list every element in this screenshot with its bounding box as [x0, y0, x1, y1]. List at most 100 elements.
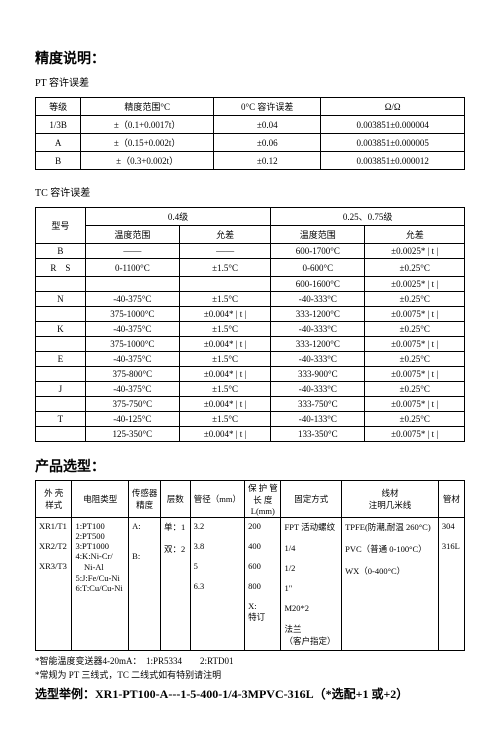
t3-cell: XR1/T1 XR2/T2 XR3/T3 [36, 518, 72, 651]
cell: 0-1100°C [85, 259, 179, 277]
cell: ±1.5°C [179, 292, 270, 307]
cell: —— [179, 244, 270, 259]
t1-h2: 0°C 容许误差 [214, 98, 321, 116]
cell: ±0.004* | t | [179, 307, 270, 322]
cell: -40-333°C [271, 382, 365, 397]
cell: ±1.5°C [179, 352, 270, 367]
cell: ±（0.3+0.002t） [81, 152, 214, 170]
cell [36, 277, 86, 292]
cell: 375-1000°C [85, 307, 179, 322]
note1: *智能温度变送器4-20mA： 1:PR5334 2:RTD01 [35, 655, 465, 669]
cell: ±0.0075* | t | [365, 307, 465, 322]
note2: *常规为 PT 三线式，TC 二线式如有特别请注明 [35, 669, 465, 683]
t3-cell: A: B: [129, 518, 161, 651]
cell: -40-333°C [271, 352, 365, 367]
cell: 0.003851±0.000012 [321, 152, 465, 170]
cell: 600-1700°C [271, 244, 365, 259]
cell: 333-900°C [271, 367, 365, 382]
cell: ±0.0025* | t | [365, 277, 465, 292]
pt-tolerance-label: PT 容许误差 [35, 74, 465, 89]
cell: 333-1200°C [271, 337, 365, 352]
cell: ±（0.15+0.002t） [81, 134, 214, 152]
cell: ±0.0075* | t | [365, 337, 465, 352]
cell: ±1.5°C [179, 412, 270, 427]
cell: ±0.004* | t | [179, 367, 270, 382]
tc-tolerance-table: 型号 0.4级 0.25、0.75级 温度范围 允差 温度范围 允差 B————… [35, 207, 465, 442]
cell: 0.003851±0.000004 [321, 116, 465, 134]
cell: -40-375°C [85, 322, 179, 337]
cell: ±0.25°C [365, 259, 465, 277]
t2-h-cls04: 0.4级 [85, 208, 270, 226]
t3-header: 管径（mm） [190, 481, 245, 518]
cell [36, 427, 86, 442]
cell: B [36, 244, 86, 259]
cell: ±（0.1+0.0017t） [81, 116, 214, 134]
cell: ±1.5°C [179, 259, 270, 277]
cell: A [36, 134, 81, 152]
cell: ±0.0075* | t | [365, 427, 465, 442]
tc-tolerance-label: TC 容许误差 [35, 184, 465, 199]
cell: ±0.04 [214, 116, 321, 134]
t3-cell: FPT 活动螺纹 1/4 1/2 1" M20*2 法兰 （客户指定） [281, 518, 342, 651]
t3-header: 层数 [161, 481, 191, 518]
t3-cell: 3.2 3.8 5 6.3 [190, 518, 245, 651]
cell: 125-350°C [85, 427, 179, 442]
footnotes: *智能温度变送器4-20mA： 1:PR5334 2:RTD01 *常规为 PT… [35, 655, 465, 682]
cell: ±0.12 [214, 152, 321, 170]
cell: 375-800°C [85, 367, 179, 382]
cell: 1/3B [36, 116, 81, 134]
t2-h-tol2: 允差 [365, 226, 465, 244]
t1-h1: 精度范围°C [81, 98, 214, 116]
t2-h-range2: 温度范围 [271, 226, 365, 244]
cell: ±0.004* | t | [179, 427, 270, 442]
cell: ±0.0075* | t | [365, 397, 465, 412]
t3-header: 固定方式 [281, 481, 342, 518]
cell: -40-375°C [85, 382, 179, 397]
cell: ±1.5°C [179, 322, 270, 337]
cell: J [36, 382, 86, 397]
cell [179, 277, 270, 292]
cell: 600-1600°C [271, 277, 365, 292]
t3-header: 外 壳 样式 [36, 481, 72, 518]
cell: 133-350°C [271, 427, 365, 442]
t3-header: 保 护 管 长 度 L(mm) [245, 481, 281, 518]
cell: ±1.5°C [179, 382, 270, 397]
t2-h-range1: 温度范围 [85, 226, 179, 244]
t1-h0: 等级 [36, 98, 81, 116]
cell: ±0.004* | t | [179, 397, 270, 412]
t2-h-tol1: 允差 [179, 226, 270, 244]
cell: N [36, 292, 86, 307]
selection-example: 选型举例：XR1-PT100-A---1-5-400-1/4-3MPVC-316… [35, 685, 465, 702]
cell [36, 337, 86, 352]
cell [36, 307, 86, 322]
cell: 0.003851±0.000005 [321, 134, 465, 152]
cell: ±0.0075* | t | [365, 367, 465, 382]
cell: —— [85, 244, 179, 259]
t3-cell: 单：1 双：2 [161, 518, 191, 651]
cell: ±0.25°C [365, 322, 465, 337]
cell: -40-333°C [271, 292, 365, 307]
cell: R S [36, 259, 86, 277]
cell: -40-375°C [85, 292, 179, 307]
cell: 333-750°C [271, 397, 365, 412]
t3-header: 管材 [438, 481, 464, 518]
cell: -40-375°C [85, 352, 179, 367]
cell: -40-133°C [271, 412, 365, 427]
cell: 375-1000°C [85, 337, 179, 352]
cell: T [36, 412, 86, 427]
section-title-selection: 产品选型： [35, 456, 465, 476]
section-title-accuracy: 精度说明： [35, 48, 465, 68]
t2-h-model: 型号 [36, 208, 86, 244]
cell: ±0.0025* | t | [365, 244, 465, 259]
cell [85, 277, 179, 292]
cell: -40-333°C [271, 322, 365, 337]
t3-header: 线材 注明几米线 [342, 481, 439, 518]
cell: ±0.06 [214, 134, 321, 152]
cell [36, 397, 86, 412]
t3-cell: 200 400 600 800 X: 特订 [245, 518, 281, 651]
cell: B [36, 152, 81, 170]
cell: ±0.25°C [365, 292, 465, 307]
pt-tolerance-table: 等级 精度范围°C 0°C 容许误差 Ω/Ω 1/3B±（0.1+0.0017t… [35, 97, 465, 170]
cell: 375-750°C [85, 397, 179, 412]
cell: 0-600°C [271, 259, 365, 277]
